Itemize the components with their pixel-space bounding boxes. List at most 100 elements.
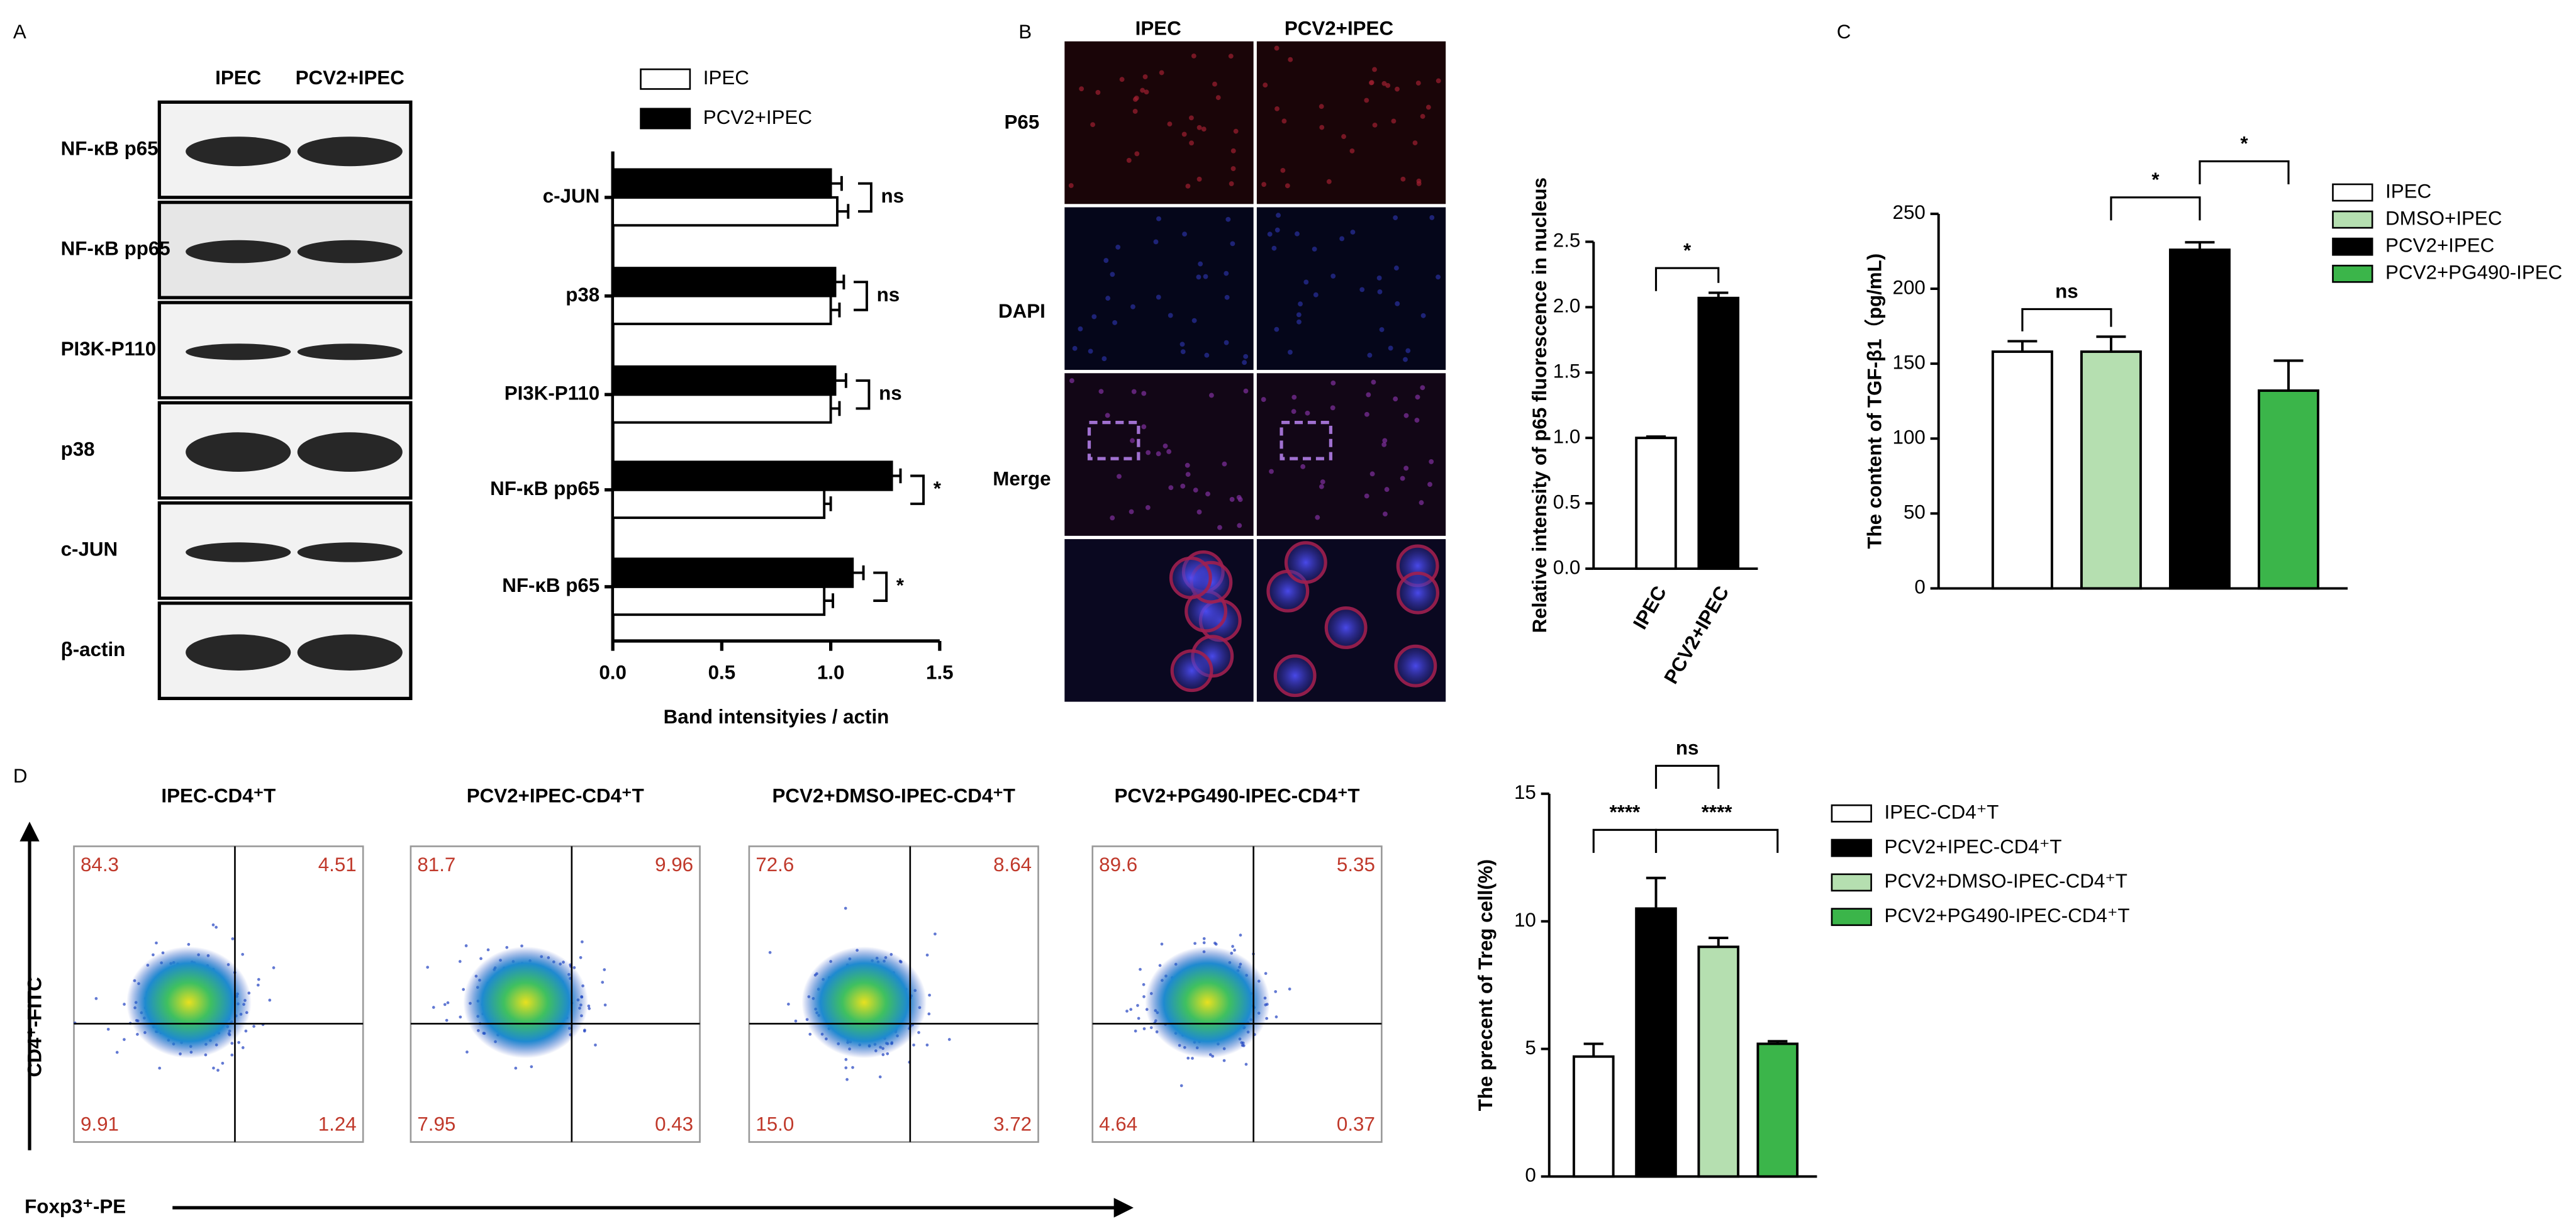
blot-column-label: PCV2+IPEC xyxy=(296,67,404,89)
bar xyxy=(1697,296,1740,571)
error-bar xyxy=(835,373,847,388)
micro-speck xyxy=(1288,57,1293,62)
blot-band xyxy=(297,432,403,472)
y-tick-label: PI3K-P110 xyxy=(505,382,600,404)
flow-event xyxy=(458,960,462,963)
flow-event xyxy=(603,1003,607,1007)
flow-event xyxy=(1186,1056,1190,1060)
micro-speck xyxy=(1388,345,1393,351)
micro-speck xyxy=(1180,483,1186,489)
y-axis-label: The content of TGF-β1（pg/mL) xyxy=(1864,253,1886,549)
blot-band xyxy=(186,542,291,562)
micro-speck xyxy=(1237,523,1242,528)
error-bar xyxy=(830,401,841,416)
flow-event xyxy=(466,1050,469,1054)
flow-event xyxy=(446,1001,450,1005)
error-bar xyxy=(2007,340,2038,352)
micro-speck xyxy=(1364,97,1369,103)
micro-speck xyxy=(1326,179,1332,184)
legend-label: IPEC xyxy=(2385,180,2431,202)
flow-event xyxy=(601,981,605,984)
blot-row-label: β-actin xyxy=(61,638,126,660)
bar xyxy=(1635,437,1677,571)
micro-speck xyxy=(1068,183,1074,188)
bar xyxy=(611,557,854,588)
micro-speck xyxy=(1182,231,1187,237)
legend-swatch xyxy=(1831,838,1872,857)
micro-speck xyxy=(1313,292,1319,298)
flow-event xyxy=(256,983,260,987)
y-tick-label: NF-κB p65 xyxy=(502,574,599,596)
legend-label: DMSO+IPEC xyxy=(2385,207,2502,229)
quadrant-value: 1.24 xyxy=(318,1113,357,1135)
quadrant-value: 3.72 xyxy=(993,1113,1032,1135)
flow-event xyxy=(1233,949,1236,952)
flow-event xyxy=(505,945,509,949)
flow-event xyxy=(768,950,772,954)
flow-event xyxy=(787,1003,790,1006)
blot-band xyxy=(186,136,291,167)
micro-speck xyxy=(1156,216,1161,221)
flow-event xyxy=(94,997,98,1000)
micro-speck xyxy=(1393,215,1398,221)
micro-speck xyxy=(1276,213,1281,218)
significance-bracket xyxy=(856,379,871,410)
micro-speck xyxy=(1271,245,1277,251)
flow-event xyxy=(1142,983,1146,986)
flow-event xyxy=(106,1027,110,1031)
quadrant-value: 0.43 xyxy=(655,1113,693,1135)
micro-speck xyxy=(1350,230,1356,235)
micro-speck xyxy=(1132,97,1138,102)
flow-event xyxy=(272,966,276,969)
micro-speck xyxy=(1103,258,1109,263)
micro-speck xyxy=(1379,327,1385,332)
micro-speck xyxy=(1429,459,1434,464)
flow-event xyxy=(241,952,245,956)
flow-event xyxy=(459,1015,462,1019)
micro-speck xyxy=(1300,464,1306,469)
micro-image xyxy=(1256,207,1446,370)
flow-event xyxy=(845,1078,849,1081)
micro-speck xyxy=(1141,424,1147,430)
micro-speck xyxy=(1384,487,1390,493)
flow-event xyxy=(1231,945,1234,948)
micro-speck xyxy=(1088,348,1093,354)
zoom-box xyxy=(1087,421,1140,460)
micro-speck xyxy=(1132,109,1138,114)
micro-speck xyxy=(1212,81,1217,87)
significance-label: ns xyxy=(881,185,905,207)
x-tick-label: 1.5 xyxy=(926,661,954,683)
significance-bracket xyxy=(854,281,868,311)
micro-speck xyxy=(1436,274,1441,280)
bar xyxy=(1697,945,1740,1178)
micro-speck xyxy=(1129,509,1134,515)
micro-speck xyxy=(1110,272,1115,277)
flow-event xyxy=(603,968,606,971)
error-bar xyxy=(1583,1042,1603,1057)
y-tick-label: 1.0 xyxy=(1553,425,1581,447)
micro-speck xyxy=(1091,314,1097,320)
micro-speck xyxy=(1425,104,1431,110)
blot-band xyxy=(186,240,291,264)
y-axis-label: Relative intensity of p65 fluorescence i… xyxy=(1529,177,1551,633)
micro-speck xyxy=(1142,74,1148,79)
flow-event xyxy=(252,1025,255,1028)
flow-event xyxy=(123,1038,126,1041)
bar xyxy=(611,488,826,520)
micro-speck xyxy=(1201,126,1207,132)
bar xyxy=(2080,350,2142,590)
micro-speck xyxy=(1098,389,1104,394)
micro-speck xyxy=(1377,289,1383,294)
x-axis-label: Band intensityies / actin xyxy=(664,706,889,728)
micro-speck xyxy=(1339,236,1345,242)
flow-density xyxy=(463,946,588,1059)
micro-speck xyxy=(1298,301,1303,307)
micro-speck xyxy=(1229,496,1235,502)
micro-speck xyxy=(1105,296,1111,301)
micro-speck xyxy=(1291,394,1297,400)
legend-swatch xyxy=(1831,804,1872,823)
flow-event xyxy=(1129,1008,1133,1011)
micro-speck xyxy=(1319,104,1324,109)
micro-speck xyxy=(1288,350,1293,355)
